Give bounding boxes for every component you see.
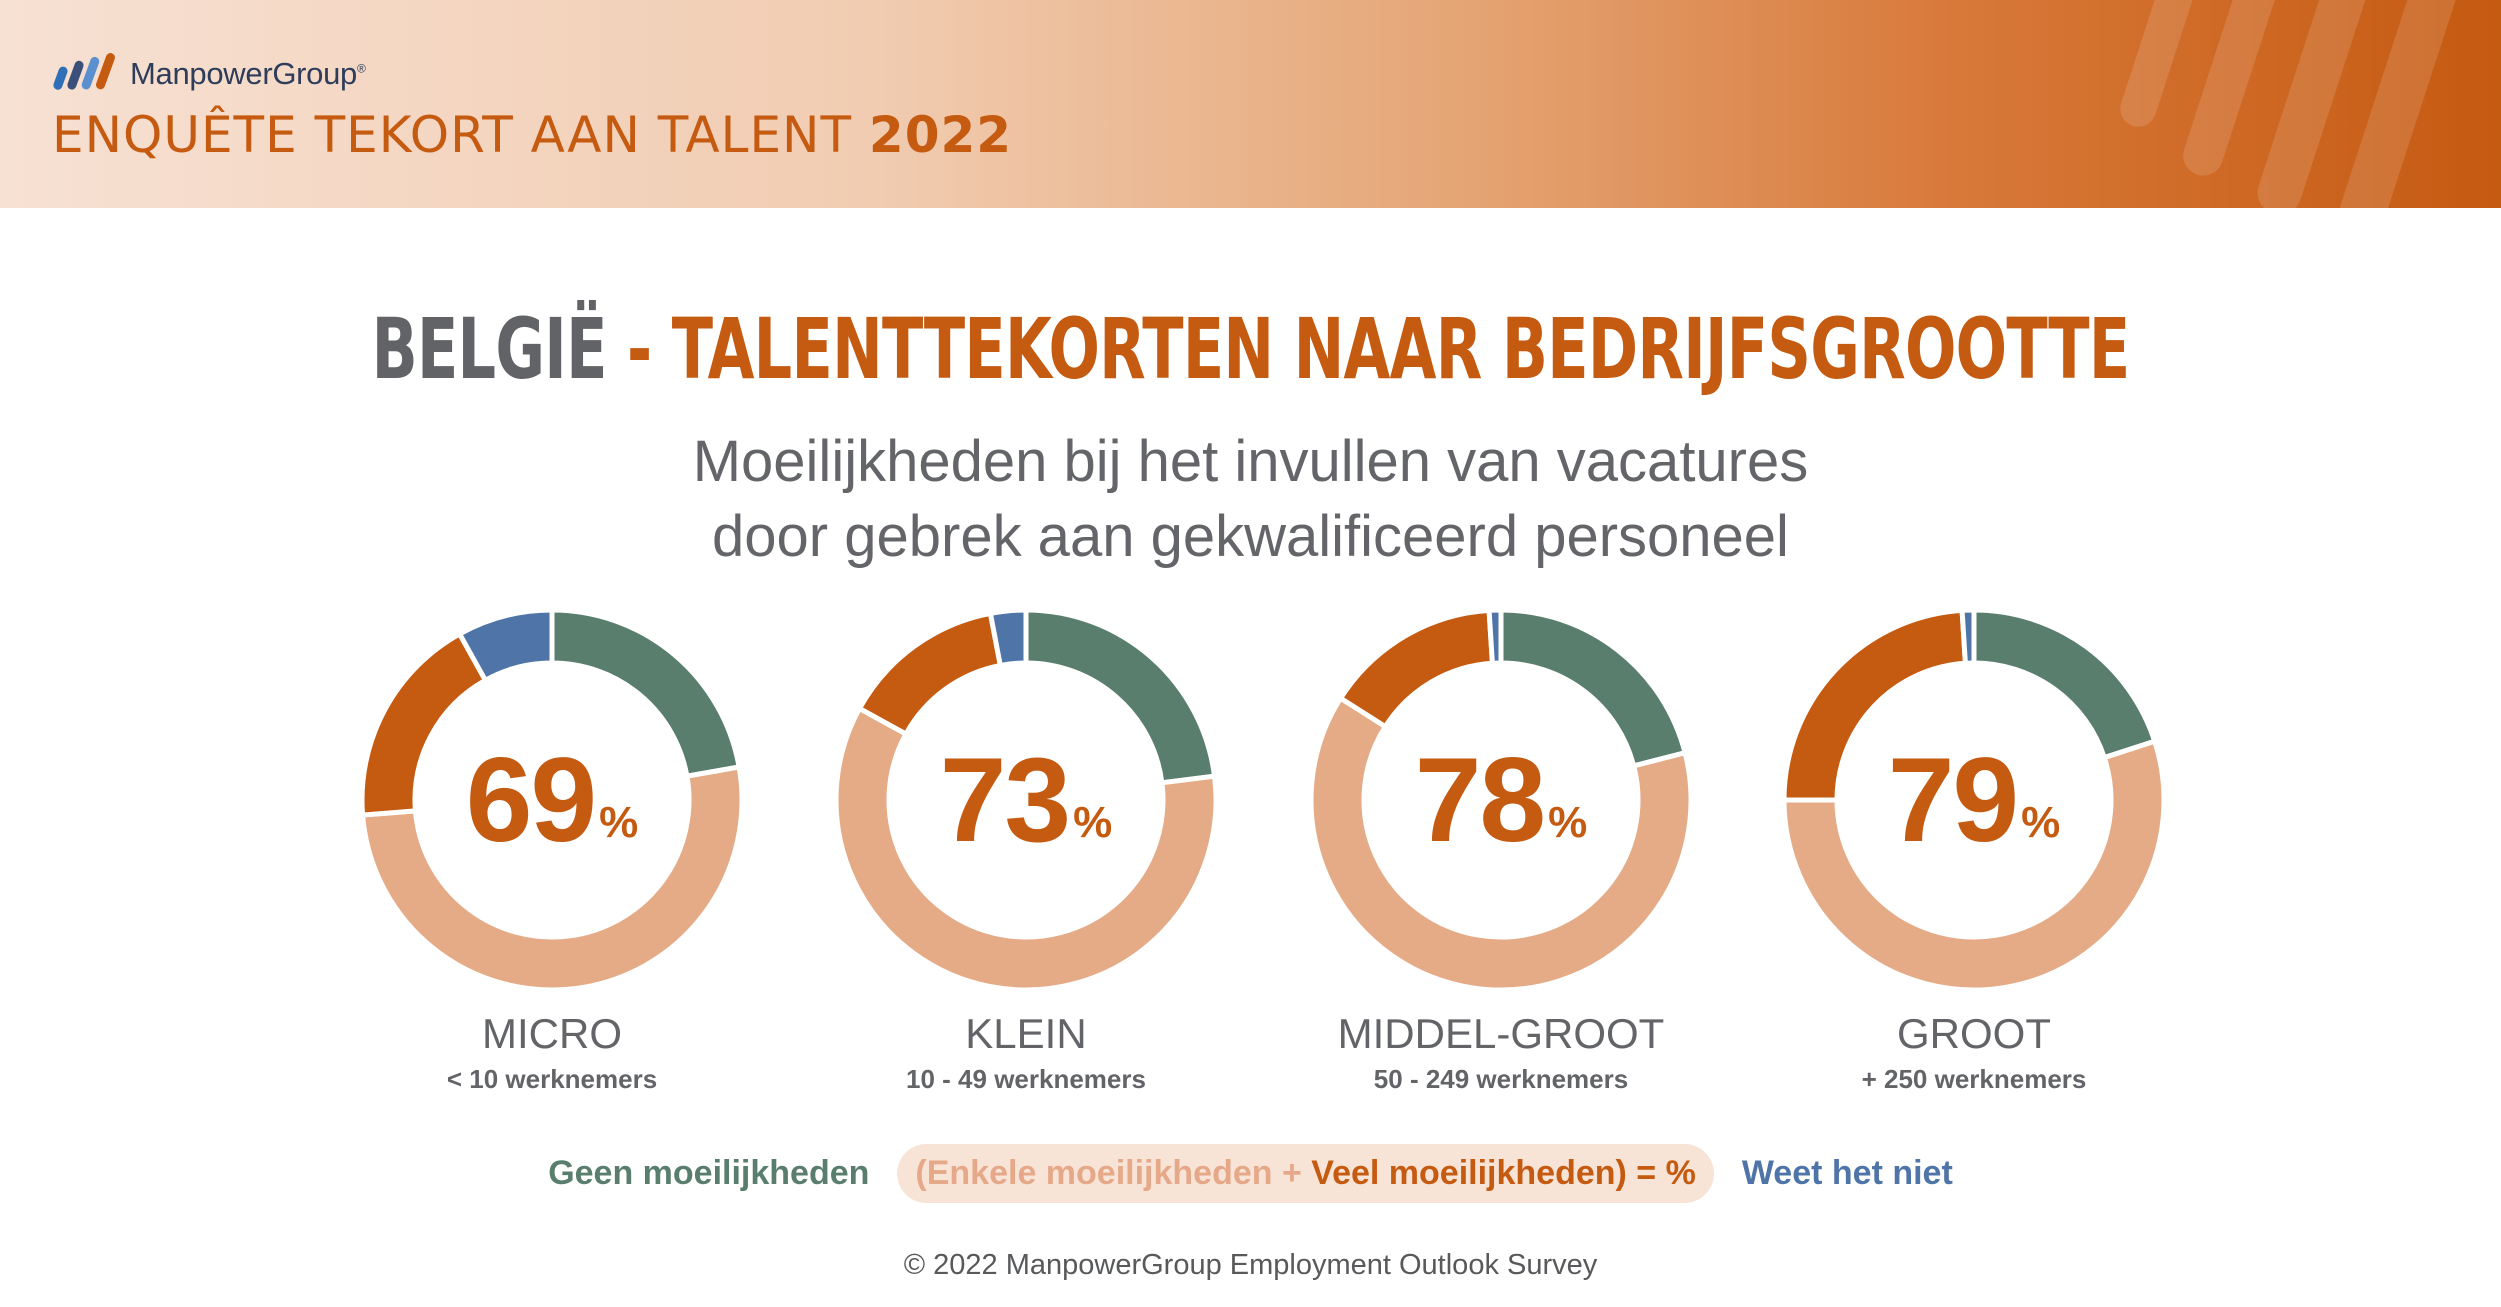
legend-enkele-moeilijkheden: Enkele moeilijkheden <box>926 1154 1273 1192</box>
category-size-groot: + 250 werknemers <box>1861 1064 2087 1094</box>
donut-svg-middel-groot <box>1308 607 1694 993</box>
donut-slice-micro-weet-niet <box>456 607 555 684</box>
total-percentage-micro: 69% <box>352 600 752 1000</box>
percent-sign-micro: % <box>599 798 639 847</box>
subtitle-line-1: Moeilijkheden bij het invullen van vacat… <box>692 429 1809 494</box>
legend-open-paren: ( <box>915 1154 927 1192</box>
donut-chart-groot: 79% <box>1774 600 2174 1000</box>
report-title-text: ENQUÊTE TEKORT AAN TALENT <box>52 106 869 164</box>
banner-stripes-decoration <box>2120 0 2459 208</box>
legend-plus: + <box>1272 1154 1312 1192</box>
legend-veel-moeilijkheden: Veel moeilijkheden) = % <box>1311 1154 1696 1192</box>
category-name-middel-groot: MIDDEL-GROOT <box>1337 1010 1665 1057</box>
report-title: ENQUÊTE TEKORT AAN TALENT 2022 <box>52 106 1012 164</box>
category-size-klein: 10 - 49 werknemers <box>906 1064 1146 1094</box>
total-value-klein: 73 <box>939 733 1071 867</box>
donut-slice-middel-groot-enkele <box>1308 694 1694 993</box>
title-separator: - <box>606 300 672 398</box>
donut-slice-groot-enkele <box>1781 738 2167 993</box>
title-topic: TALENTTEKORTEN NAAR BEDRIJFSGROOTTE <box>671 300 2130 398</box>
title-country: BELGIË <box>371 300 608 398</box>
donut-slice-klein-enkele <box>833 705 1219 993</box>
donut-slice-micro-enkele <box>359 764 745 993</box>
category-size-middel-groot: 50 - 249 werknemers <box>1373 1064 1629 1094</box>
total-value-groot: 79 <box>1887 733 2019 867</box>
total-percentage-groot: 79% <box>1774 600 2174 1000</box>
logo-text: ManpowerGroup® <box>130 56 366 91</box>
percent-sign-groot: % <box>2021 798 2061 847</box>
legend-geen-moeilijkheden: Geen moeilijkheden <box>548 1154 870 1192</box>
legend-difficulties-pill: (Enkele moeilijkheden + Veel moeilijkhed… <box>897 1144 1714 1203</box>
page-title: BELGIË - TALENTTEKORTEN NAAR BEDRIJFSGRO… <box>350 300 2151 398</box>
donut-slice-klein-weet-niet <box>987 607 1029 669</box>
category-name-micro: MICRO <box>482 1010 622 1057</box>
category-size-micro: < 10 werknemers <box>446 1064 658 1094</box>
report-year: 2022 <box>868 106 1013 164</box>
percent-sign-klein: % <box>1073 798 1113 847</box>
category-label-middel-groot: MIDDEL-GROOT 50 - 249 werknemers <box>1301 1010 1701 1095</box>
legend-weet-het-niet: Weet het niet <box>1741 1154 1953 1192</box>
total-percentage-klein: 73% <box>826 600 1226 1000</box>
donut-svg-micro <box>359 607 745 993</box>
total-value-middel-groot: 78 <box>1414 733 1546 867</box>
manpowergroup-logo-icon <box>53 53 115 90</box>
category-name-groot: GROOT <box>1897 1010 2051 1057</box>
category-label-klein: KLEIN 10 - 49 werknemers <box>826 1010 1226 1095</box>
category-name-klein: KLEIN <box>965 1010 1087 1057</box>
donut-chart-middel-groot: 78% <box>1301 600 1701 1000</box>
subtitle-line-2: door gebrek aan gekwalificeerd personeel <box>712 504 1789 569</box>
donut-slice-groot-weet-niet <box>1959 607 1977 666</box>
manpowergroup-logo: ManpowerGroup® <box>52 46 366 102</box>
total-percentage-middel-groot: 78% <box>1301 600 1701 1000</box>
donut-slice-middel-groot-weet-niet <box>1486 607 1504 666</box>
donut-chart-micro: 69% <box>352 600 752 1000</box>
donut-chart-klein: 73% <box>826 600 1226 1000</box>
donut-svg-groot <box>1781 607 2167 993</box>
percent-sign-middel-groot: % <box>1548 798 1588 847</box>
category-label-groot: GROOT + 250 werknemers <box>1774 1010 2174 1095</box>
donut-svg-klein <box>833 607 1219 993</box>
chart-legend: Geen moeilijkheden (Enkele moeilijkheden… <box>0 1144 2501 1203</box>
total-value-micro: 69 <box>465 733 597 867</box>
category-label-micro: MICRO < 10 werknemers <box>352 1010 752 1095</box>
footer-copyright: © 2022 ManpowerGroup Employment Outlook … <box>903 1249 1598 1281</box>
header-banner: ManpowerGroup® ENQUÊTE TEKORT AAN TALENT… <box>0 0 2501 208</box>
